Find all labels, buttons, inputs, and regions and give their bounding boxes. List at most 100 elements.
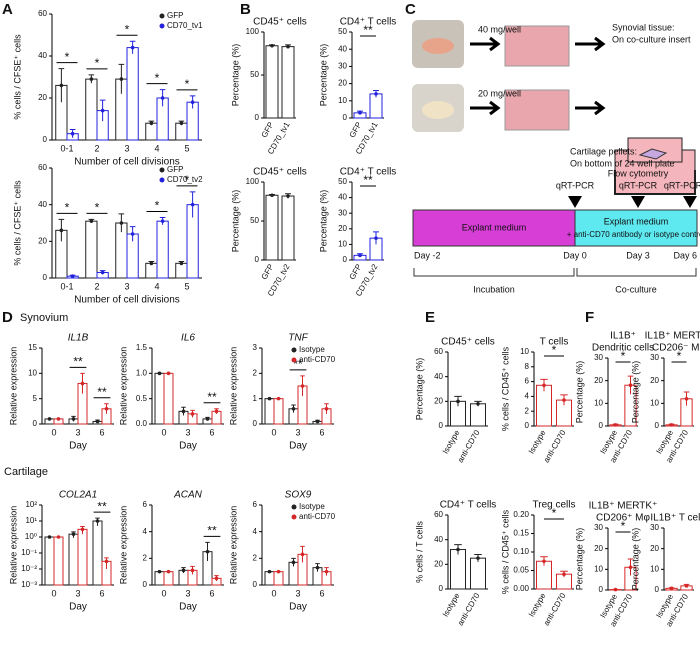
tissue [422,101,454,119]
bar [273,571,284,586]
y-tick-label: 4 [525,392,530,401]
y-tick-label: 0 [655,421,660,430]
y-axis-label: % cells / CD45⁺ cells [500,509,510,594]
y-tick-label: 60 [38,9,47,18]
panel-label: E [425,309,435,326]
x-tick-label: 3 [75,427,80,437]
x-tick-label: 0 [271,427,276,437]
mean-dot [70,131,75,136]
legend-label: CD70_tv2 [167,175,203,184]
mean-dot [56,417,61,421]
mean-dot [276,569,281,574]
y-tick-label: 6 [253,500,258,509]
chart-title: CD206⁺ Mφ [596,513,651,524]
y-tick-label: 20 [650,376,659,385]
y-tick-label: 10 [520,347,529,356]
mean-dot [47,535,52,539]
y-tick-label: 20 [38,236,47,245]
chart-title: IL1B⁺ T cells [650,513,700,524]
chart-title: Treg cells [533,500,576,511]
sig-star: ** [97,385,107,399]
y-axis-label: Relative expression [228,347,238,426]
bar [85,78,98,141]
phase-bar [412,209,576,247]
y-tick-label: 0 [33,419,38,428]
legend-marker [291,357,297,363]
mean-dot [286,44,290,49]
sig-star: * [621,519,626,533]
mean-dot [669,423,674,427]
mean-dot [267,396,272,401]
mean-dot [358,253,362,258]
bar [156,220,169,279]
mean-dot [166,371,171,376]
x-tick-label: 3 [185,588,190,598]
y-tick-label: 40 [338,44,347,53]
mean-dot [205,417,210,421]
marker-label: qRT-PCR [619,180,658,190]
legend-marker [159,23,165,29]
y-tick-label: 8 [525,362,530,371]
x-axis-label: Number of cell divisions [74,295,180,306]
x-tick-label: Isotype [527,428,548,455]
bar [281,46,295,119]
chart-title: IL6 [181,333,195,344]
y-tick-label: 5 [33,394,38,403]
y-tick-label: 30 [594,353,603,362]
y-tick-label: 2 [143,553,148,562]
bar [44,536,55,586]
x-tick-label: 3 [185,427,190,437]
y-axis-label: Percentage (%) [230,44,240,107]
mean-dot [130,232,135,236]
y-tick-label: 30 [338,208,347,217]
x-axis-label: Day [289,441,307,452]
sig-star: ** [363,173,373,187]
dose: 40 mg/well [478,24,521,34]
legend-label: GFP [167,11,183,20]
y-tick-label: 10 [650,564,659,573]
mean-dot [70,274,75,278]
y-tick-label: 0 [655,585,660,594]
bar [154,372,165,425]
plate [504,25,570,67]
chart-title: CD45⁺ cells [441,337,495,348]
y-tick-label: 10 [650,398,659,407]
note: Cartilage pellets: [570,146,637,156]
mean-dot [324,407,329,411]
y-tick-label: 40 [338,193,347,202]
phase-label: Explant medium [604,216,669,226]
y-tick-label: 20 [650,544,659,553]
y-tick-label: 50 [338,177,347,186]
x-tick-label: 3 [124,143,129,153]
sig-star: * [95,56,100,70]
mean-dot [190,568,195,573]
bar [264,571,275,586]
bar [470,403,486,427]
y-tick-label: 15 [28,343,37,352]
y-tick-label: 60 [434,347,443,356]
mean-dot [160,96,165,100]
mean-dot [190,412,195,416]
bar [85,220,98,279]
y-tick-label: 0.00 [513,584,529,593]
y-tick-label: 20 [38,93,47,102]
mean-dot [214,576,219,581]
sig-star: * [621,349,626,363]
mean-dot [669,586,674,591]
y-tick-label: 20 [338,224,347,233]
mean-dot [456,399,460,404]
x-tick-label: GFP [260,263,276,282]
x-tick-label: 6 [319,427,324,437]
bar [264,398,275,425]
y-tick-label: 100 [246,177,260,186]
y-tick-label: 0 [43,135,48,144]
x-axis-label: Day [179,602,197,613]
y-tick-label: 20 [594,544,603,553]
x-tick-label: 6 [319,588,324,598]
mean-dot [613,587,618,592]
chart-title: CD206⁻ Mφ [652,343,700,354]
mean-dot [628,383,633,388]
x-tick-label: 3 [75,588,80,598]
y-tick-label: 10⁻² [21,564,37,573]
